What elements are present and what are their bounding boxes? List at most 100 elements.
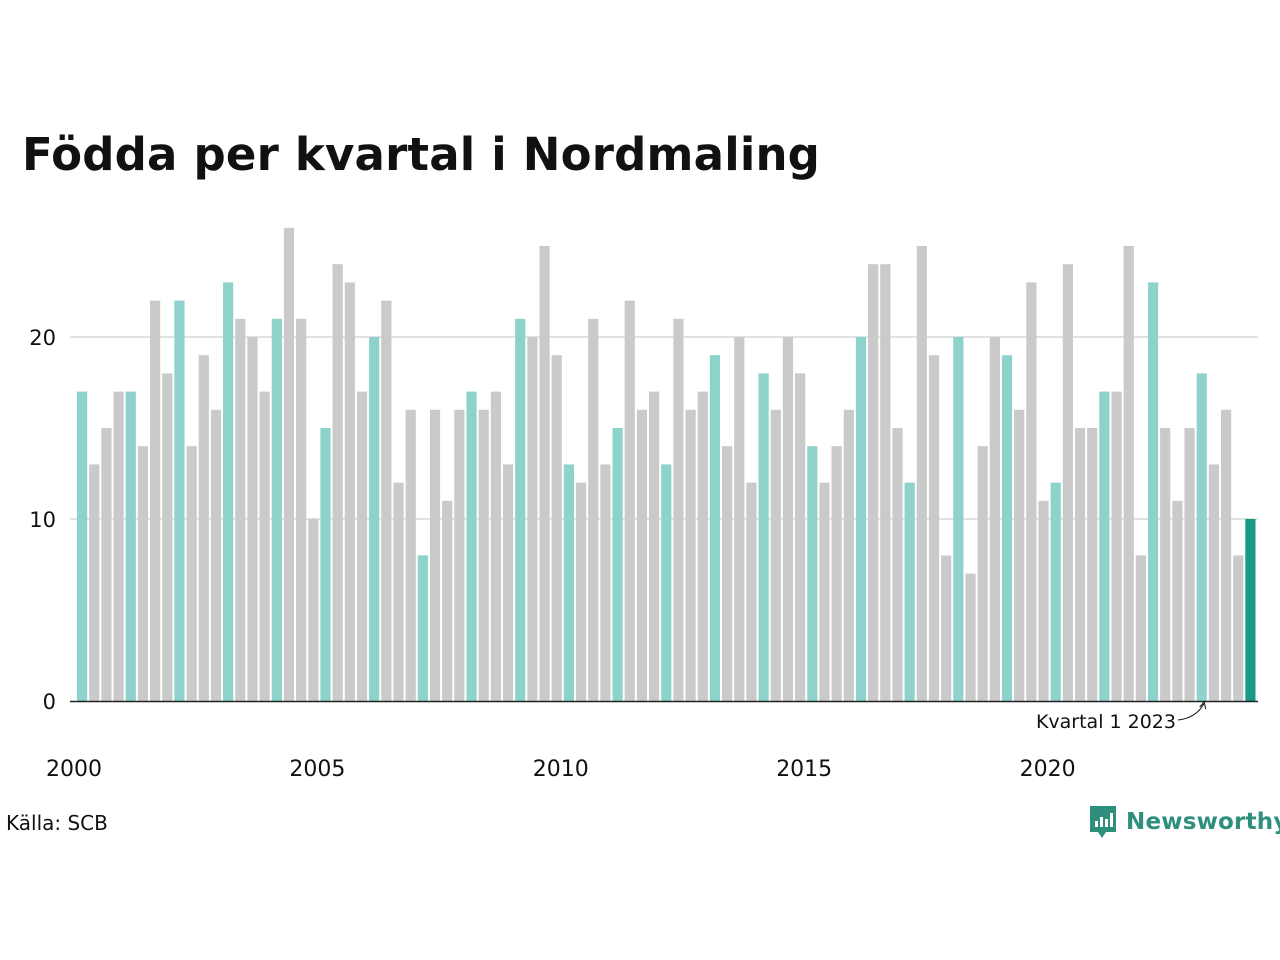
bar [77, 391, 88, 701]
bar [515, 318, 526, 701]
bar [1038, 500, 1049, 701]
newsworthy-logo-icon [1090, 806, 1116, 838]
bar [904, 482, 915, 701]
bar [1160, 428, 1171, 701]
bar [235, 318, 246, 701]
bar [965, 573, 976, 701]
bar [1001, 355, 1013, 701]
bar [648, 391, 660, 701]
source-note: Källa: SCB [6, 811, 108, 835]
chart-title: Födda per kvartal i Nordmaling [22, 128, 821, 181]
bar [795, 373, 806, 701]
bar [831, 446, 842, 701]
bar [369, 337, 380, 701]
bar [174, 300, 185, 701]
bar [502, 464, 514, 701]
bar [259, 391, 270, 701]
bar [125, 391, 136, 701]
bar [685, 409, 696, 701]
bar [989, 337, 1000, 701]
bar [320, 428, 331, 701]
bar [393, 482, 404, 701]
bar [539, 246, 550, 701]
bar [734, 337, 745, 701]
bar [210, 409, 222, 701]
bar [697, 391, 708, 701]
bar [162, 373, 173, 701]
bar [1123, 246, 1134, 701]
y-tick-label: 10 [29, 508, 56, 532]
x-tick-label: 2020 [1020, 757, 1076, 782]
bar [356, 391, 368, 701]
bar [807, 446, 818, 701]
bar [1135, 555, 1146, 701]
bar [722, 446, 733, 701]
bar [953, 337, 964, 701]
bar [490, 391, 501, 701]
annotation-arrowhead [1199, 700, 1207, 710]
bar [89, 464, 100, 701]
bar [308, 519, 319, 701]
bar [892, 428, 903, 701]
bar [1147, 282, 1159, 701]
bar [1087, 428, 1098, 701]
bar [1099, 391, 1110, 701]
bar [1062, 264, 1073, 701]
axes: 0 10 20 2000 2005 2010 2015 2020 [29, 326, 1258, 782]
bar [271, 318, 282, 701]
bar-highlight [1245, 519, 1256, 701]
bar [1220, 409, 1232, 701]
bar [1026, 282, 1037, 701]
y-tick-label: 0 [43, 690, 56, 714]
bar [1208, 464, 1220, 701]
bar [575, 482, 587, 701]
bar [941, 555, 952, 701]
bar [101, 428, 112, 701]
bar [563, 464, 574, 701]
bar [843, 409, 854, 701]
bar [1196, 373, 1207, 701]
bar [247, 337, 258, 701]
bar [283, 227, 295, 702]
x-tick-label: 2005 [289, 757, 345, 782]
bar [600, 464, 611, 701]
bar [1184, 428, 1195, 701]
bar [527, 337, 538, 701]
annotation-arrow [1177, 703, 1205, 721]
bar [782, 337, 794, 701]
bar [186, 446, 197, 701]
bar [746, 482, 757, 701]
bar [454, 409, 465, 701]
bar [150, 300, 161, 701]
x-tick-label: 2015 [776, 757, 832, 782]
x-tick-label: 2000 [46, 757, 102, 782]
bar [880, 264, 891, 701]
bar [429, 409, 441, 701]
bar [296, 318, 307, 701]
bar [588, 318, 599, 701]
annotation-label: Kvartal 1 2023 [1036, 711, 1176, 733]
bars [77, 227, 1256, 702]
bar [868, 264, 879, 701]
bar [624, 300, 635, 701]
bar [855, 337, 867, 701]
bar [612, 428, 623, 701]
bar [344, 282, 355, 701]
bar [442, 500, 453, 701]
bar [916, 246, 927, 701]
bar [466, 391, 477, 701]
bar [1233, 555, 1244, 701]
bar [137, 446, 149, 701]
bar [478, 409, 489, 701]
newsworthy-logo-text: Newsworthy [1126, 809, 1280, 835]
bar [758, 373, 769, 701]
bar [1172, 500, 1183, 701]
bar [1050, 482, 1061, 701]
bar [1014, 409, 1025, 701]
bar [223, 282, 234, 701]
bar [819, 482, 830, 701]
bar [1111, 391, 1122, 701]
newsworthy-logo: Newsworthy [1088, 804, 1280, 840]
bar [381, 300, 392, 701]
bar [198, 355, 209, 701]
